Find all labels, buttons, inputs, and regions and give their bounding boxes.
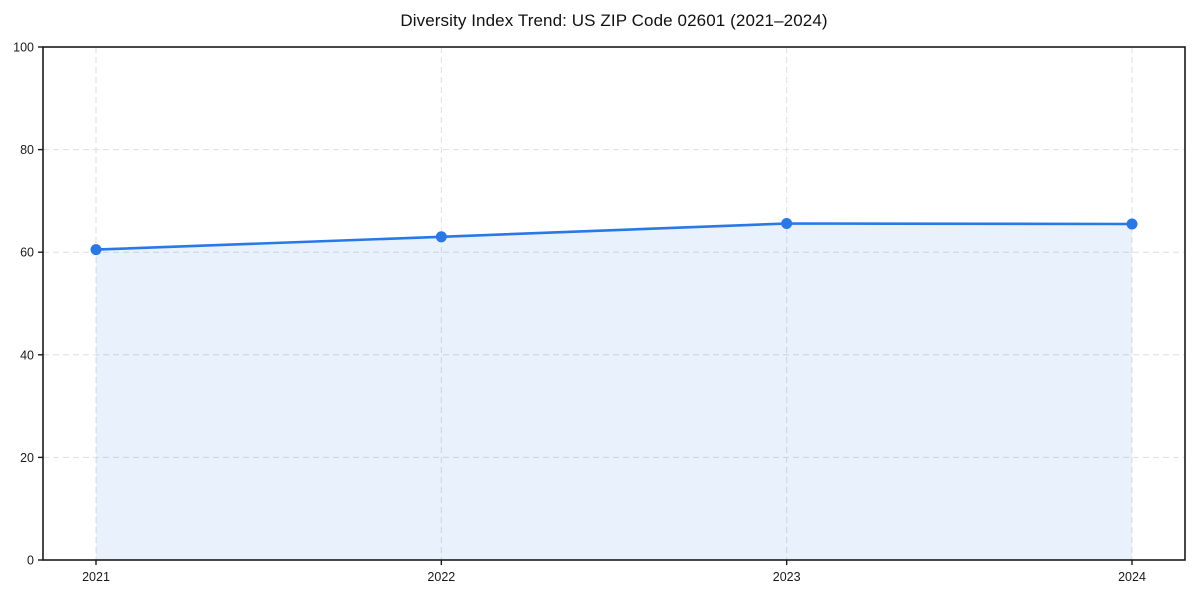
x-tick-label: 2022 bbox=[427, 570, 455, 584]
x-tick-label: 2024 bbox=[1118, 570, 1146, 584]
plot-border bbox=[42, 46, 1186, 561]
chart-title: Diversity Index Trend: US ZIP Code 02601… bbox=[400, 11, 828, 30]
data-point-2024 bbox=[1126, 218, 1138, 230]
x-tick-label: 2021 bbox=[82, 570, 110, 584]
trend-line bbox=[94, 222, 1134, 251]
x-tick-label: 2023 bbox=[773, 570, 801, 584]
y-tick-label: 0 bbox=[27, 554, 34, 568]
y-tick-label: 100 bbox=[13, 41, 34, 55]
y-tick-label: 20 bbox=[20, 451, 34, 465]
data-point-2023 bbox=[781, 217, 793, 229]
y-tick-label: 40 bbox=[20, 348, 34, 362]
area-fill bbox=[96, 223, 1132, 560]
y-tick-label: 60 bbox=[20, 246, 34, 260]
data-point-2021 bbox=[90, 244, 102, 256]
y-tick-label: 80 bbox=[20, 143, 34, 157]
data-point-2022 bbox=[435, 231, 447, 243]
